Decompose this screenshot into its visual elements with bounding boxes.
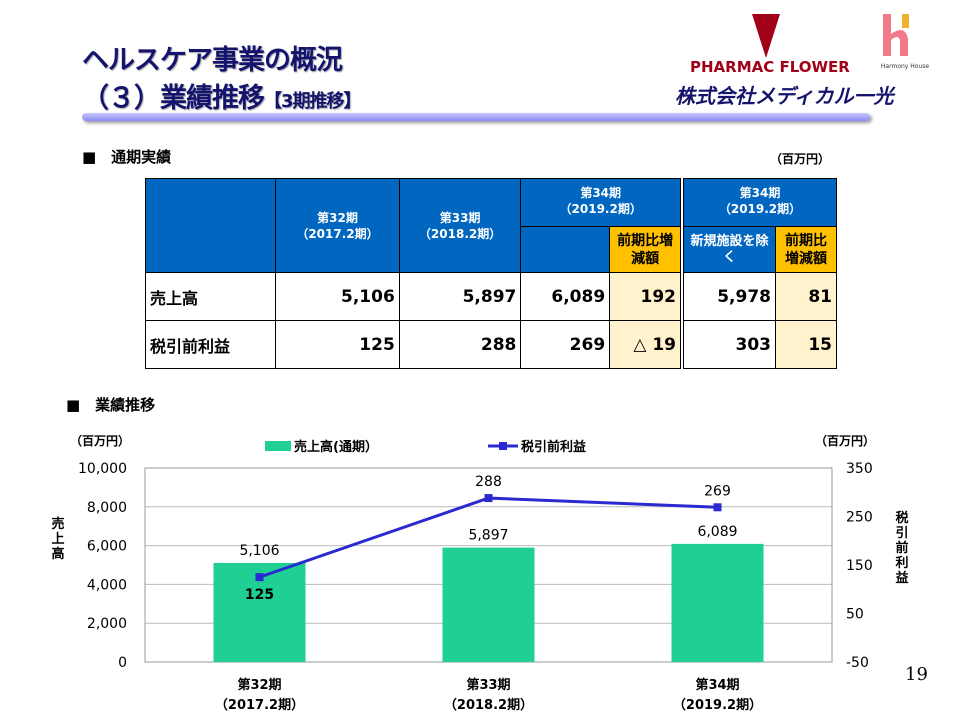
- page-subtitle: （３）業績推移【3期推移】: [82, 76, 362, 115]
- y-left-tick: 4,000: [87, 577, 127, 593]
- cell: 5,897: [398, 272, 522, 321]
- page-title: ヘルスケア事業の概況: [82, 45, 343, 76]
- cell: △ 19: [609, 320, 681, 369]
- header-excl: 新規施設を除く: [683, 226, 776, 273]
- y-left-tick: 0: [118, 655, 127, 671]
- header-34-blank: [520, 226, 611, 273]
- cell: 288: [398, 320, 522, 369]
- header-32: 第32期 （2017.2期）: [275, 178, 400, 273]
- line-label: 125: [245, 587, 274, 603]
- line-label: 288: [475, 474, 502, 490]
- y-left-label: 売: [51, 516, 64, 532]
- section-title-annual: ■ 通期実績: [82, 148, 172, 166]
- performance-chart: 0 2,000 4,000 6,000 8,000 10,000 -50 50 150 250 35…: [51, 439, 908, 713]
- y-left-label: 高: [51, 546, 64, 562]
- x-tick-sub: （2018.2期）: [444, 697, 533, 713]
- y-right-tick: 50: [846, 607, 864, 623]
- y-left-tick: 10,000: [78, 461, 127, 477]
- header-diff2: 前期比増減額: [775, 226, 837, 273]
- bar-sales: [442, 547, 535, 662]
- subtitle-main: （３）業績推移: [82, 83, 265, 114]
- legend-swatch-sales: [265, 441, 291, 451]
- company-logo: 株式会社メディカル一光: [675, 84, 894, 108]
- pharmacy-flower-logo: PHARMAC FLOWER: [690, 14, 860, 76]
- y-right-label: 引: [895, 526, 908, 541]
- page-number: 19: [905, 664, 928, 685]
- cell: 15: [775, 320, 837, 369]
- cell: 303: [683, 320, 776, 369]
- legend-profit: 税引前利益: [521, 439, 586, 455]
- y-right-label: 益: [895, 570, 908, 586]
- y-right-label: 税: [895, 510, 908, 526]
- bar-label: 5,897: [468, 528, 508, 544]
- x-tick: 第34期: [695, 677, 739, 693]
- x-tick: 第32期: [237, 677, 281, 693]
- row-label: 売上高: [144, 272, 277, 321]
- bar-sales: [671, 543, 764, 662]
- cell: 192: [609, 272, 681, 321]
- y-left-tick: 6,000: [87, 539, 127, 555]
- y-right-tick: -50: [846, 655, 869, 671]
- header-blank: [144, 178, 277, 273]
- flower-icon: [752, 14, 780, 58]
- y-right-tick: 350: [846, 461, 873, 477]
- header-34: 第34期 （2019.2期）: [520, 178, 681, 227]
- cell: 269: [520, 320, 611, 369]
- cell: 5,106: [275, 272, 400, 321]
- unit-left: （百万円）: [70, 434, 131, 448]
- y-right-label: 前: [895, 540, 908, 556]
- header-33: 第33期 （2018.2期）: [398, 178, 522, 273]
- unit-right: （百万円）: [815, 434, 876, 448]
- x-tick-sub: （2019.2期）: [673, 697, 762, 713]
- legend-marker: [499, 442, 507, 450]
- header-34b: 第34期 （2019.2期）: [683, 178, 837, 227]
- y-left-tick: 2,000: [87, 616, 127, 632]
- x-tick-sub: （2017.2期）: [215, 697, 304, 713]
- subtitle-suffix: 【3期推移】: [264, 91, 362, 112]
- unit-label: （百万円）: [770, 152, 831, 166]
- header-diff: 前期比増減額: [609, 226, 681, 273]
- x-tick: 第33期: [466, 677, 510, 693]
- line-label: 269: [704, 483, 731, 499]
- logo-text: PHARMAC FLOWER: [690, 58, 850, 76]
- cell: 5,978: [683, 272, 776, 321]
- line-marker: [255, 573, 264, 582]
- y-right-tick: 250: [846, 510, 873, 526]
- title-underline: [82, 113, 870, 121]
- section-title-trend: ■ 業績推移: [66, 396, 156, 414]
- results-table: 第32期 （2017.2期） 第33期 （2018.2期） 第34期 （2019.2期…: [144, 178, 681, 369]
- y-right-label: 利: [895, 555, 908, 571]
- bar-label: 6,089: [697, 524, 737, 540]
- line-marker: [484, 494, 493, 503]
- bar-label: 5,106: [239, 543, 279, 559]
- cell: 81: [775, 272, 837, 321]
- line-marker: [713, 503, 722, 512]
- y-left-label: 上: [51, 532, 64, 547]
- excluding-table: 第34期 （2019.2期） 新規施設を除く 前期比増減額 5,978 81 303 1…: [683, 178, 837, 369]
- cell: 125: [275, 320, 400, 369]
- y-right-tick: 150: [846, 558, 873, 574]
- row-label: 税引前利益: [144, 320, 277, 369]
- harmony-text: Harmony House: [880, 63, 930, 70]
- legend-sales: 売上高(通期）: [294, 439, 378, 455]
- harmony-house-logo: Harmony House: [880, 14, 930, 70]
- y-left-tick: 8,000: [87, 500, 127, 516]
- cell: 6,089: [520, 272, 611, 321]
